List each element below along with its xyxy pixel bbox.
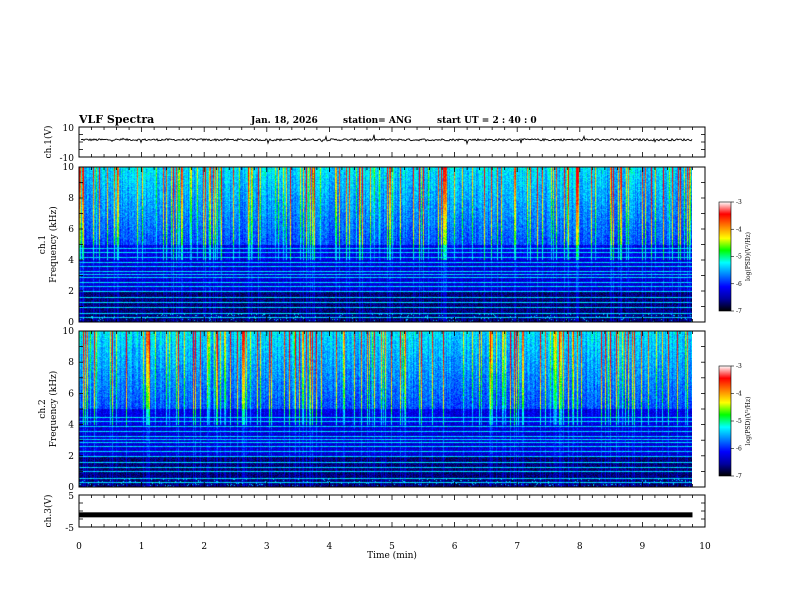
y-axis-label-frequency: Frequency (kHz) (48, 371, 59, 448)
colorbar-label: log(PSD)(V²/Hz) (745, 397, 752, 446)
x-tick-label: 7 (514, 542, 520, 552)
x-tick-label: 4 (327, 542, 333, 552)
date-label: Jan. 18, 2026 (250, 116, 318, 126)
colorbar-tick-label: -7 (736, 473, 742, 480)
station-label: station= ANG (343, 116, 412, 126)
colorbar-tick-label: -7 (736, 308, 742, 315)
x-axis-label: Time (min) (367, 550, 417, 561)
y-tick-label: 8 (68, 358, 74, 368)
waveform-trace (80, 134, 693, 146)
x-tick-label: 1 (139, 542, 145, 552)
x-tick-label: 0 (76, 542, 82, 552)
figure-title: VLF Spectra (78, 113, 154, 126)
spectrogram-image (79, 331, 692, 487)
y-tick-label: 8 (68, 194, 74, 204)
x-tick-label: 5 (389, 542, 395, 552)
x-tick-label: 2 (201, 542, 207, 552)
ch1-waveform-panel: 10 -10 ch.1(V) (43, 124, 706, 164)
y-axis-label-frequency: Frequency (kHz) (48, 206, 59, 283)
spectrogram-image (79, 167, 692, 322)
x-tick-label: 3 (264, 542, 270, 552)
y-axis-label: ch.1 (38, 235, 48, 254)
y-tick-label: 10 (63, 124, 75, 134)
waveform-trace (79, 512, 693, 518)
y-tick-label: 6 (68, 389, 74, 399)
y-axis-label: ch.1(V) (43, 126, 54, 159)
y-tick-label: 0 (68, 483, 74, 493)
y-tick-label: 2 (68, 287, 74, 297)
y-tick-label: 10 (63, 327, 75, 337)
y-tick-label: 6 (68, 225, 74, 235)
figure-header: VLF Spectra Jan. 18, 2026 station= ANG s… (78, 113, 537, 126)
y-tick-label: -10 (60, 154, 75, 164)
x-tick-label: 9 (640, 542, 646, 552)
colorbar-tick-label: -5 (736, 254, 742, 261)
colorbar-tick-label: -3 (736, 363, 742, 370)
colorbar-tick-label: -6 (736, 446, 742, 453)
y-tick-label: -5 (65, 524, 74, 534)
y-tick-label: 0 (68, 318, 74, 328)
y-tick-label: 4 (68, 421, 74, 431)
colorbar (718, 201, 732, 312)
colorbar-tick-label: -4 (736, 226, 742, 233)
ch3-waveform-panel: 5 -5 ch.3(V) (43, 492, 706, 534)
y-tick-label: 4 (68, 256, 74, 266)
colorbar-tick-label: -3 (736, 199, 742, 206)
y-tick-label: 10 (63, 163, 75, 173)
y-axis-label: ch.2 (38, 399, 48, 418)
start-time-label: start UT = 2 : 40 : 0 (437, 116, 537, 126)
time-axis: 0 1 2 3 4 5 6 7 8 9 10 Time (min) (76, 542, 711, 561)
colorbar-tick-label: -4 (736, 391, 742, 398)
colorbar-tick-label: -5 (736, 418, 742, 425)
ch1-spectrogram-panel: 0 2 4 6 8 10 ch.1 Frequency (kHz) -3 -4 -5 -6 -7 log(… (38, 163, 752, 328)
ch2-spectrogram-panel: 0 2 4 6 8 10 ch.2 Frequency (kHz) -3 -4 -5 -6 -7 log(… (38, 327, 752, 493)
colorbar (718, 365, 732, 477)
colorbar-tick-label: -6 (736, 281, 742, 288)
y-axis-label: ch.3(V) (43, 495, 54, 528)
y-tick-label: 2 (68, 452, 74, 462)
colorbar-label: log(PSD)(V²/Hz) (745, 232, 752, 281)
x-tick-label: 6 (452, 542, 458, 552)
y-tick-label: 5 (68, 492, 74, 502)
x-tick-label: 10 (699, 542, 711, 552)
x-tick-label: 8 (577, 542, 583, 552)
